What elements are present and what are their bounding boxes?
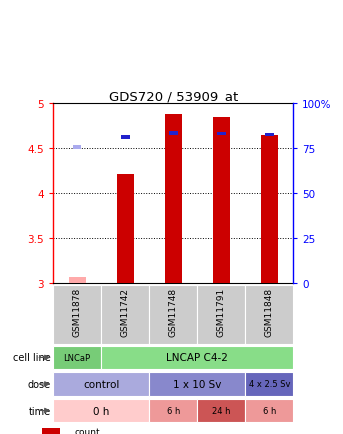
Text: GSM11742: GSM11742 — [121, 287, 130, 336]
Bar — [245, 285, 293, 344]
Bar — [101, 346, 293, 369]
Bar — [121, 136, 130, 140]
Bar — [169, 132, 178, 135]
Bar — [53, 346, 101, 369]
Bar — [217, 132, 226, 136]
Bar — [117, 175, 134, 284]
Text: GSM11748: GSM11748 — [169, 287, 178, 336]
Bar — [197, 399, 245, 422]
Text: cell line: cell line — [13, 353, 51, 362]
Bar — [42, 428, 60, 434]
Text: control: control — [83, 379, 119, 389]
Text: 24 h: 24 h — [212, 406, 230, 415]
Text: LNCAP C4-2: LNCAP C4-2 — [166, 353, 228, 362]
Text: dose: dose — [28, 379, 51, 389]
Bar — [101, 285, 149, 344]
Bar — [265, 133, 274, 137]
Bar — [69, 277, 86, 284]
Bar — [261, 135, 278, 284]
Text: LNCaP: LNCaP — [63, 353, 91, 362]
Text: GSM11878: GSM11878 — [73, 287, 82, 336]
Bar — [53, 399, 149, 422]
Bar — [245, 372, 293, 396]
Bar — [149, 372, 245, 396]
Bar — [149, 399, 197, 422]
Title: GDS720 / 53909_at: GDS720 / 53909_at — [109, 89, 238, 102]
Text: 1 x 10 Sv: 1 x 10 Sv — [173, 379, 222, 389]
Bar — [149, 285, 197, 344]
Text: 4 x 2.5 Sv: 4 x 2.5 Sv — [249, 380, 290, 388]
Text: 6 h: 6 h — [167, 406, 180, 415]
Text: 0 h: 0 h — [93, 406, 109, 415]
Bar — [53, 285, 101, 344]
Text: GSM11791: GSM11791 — [217, 287, 226, 336]
Bar — [245, 399, 293, 422]
Bar — [53, 372, 149, 396]
Bar — [73, 146, 82, 150]
Bar — [197, 285, 245, 344]
Bar — [213, 118, 230, 284]
Text: count: count — [74, 427, 100, 434]
Text: GSM11848: GSM11848 — [265, 287, 274, 336]
Text: time: time — [28, 406, 51, 415]
Bar — [165, 115, 182, 284]
Text: 6 h: 6 h — [263, 406, 276, 415]
